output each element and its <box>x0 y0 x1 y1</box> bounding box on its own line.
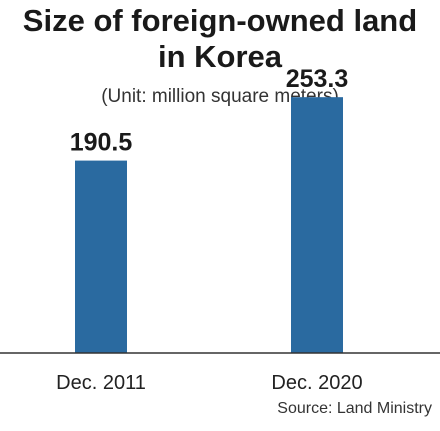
bars-group: 190.5 Dec. 2011 253.3 Dec. 2020 <box>56 65 362 394</box>
chart-subtitle: (Unit: million square meters) <box>101 86 339 107</box>
bar-value-label-0: 190.5 <box>70 129 133 157</box>
chart-title-line-1: Size of foreign-owned land <box>22 3 418 38</box>
bar-0 <box>75 160 127 353</box>
category-label-0: Dec. 2011 <box>56 372 146 394</box>
source-note: Source: Land Ministry <box>277 400 432 417</box>
category-label-1: Dec. 2020 <box>271 372 362 394</box>
bar-value-label-1: 253.3 <box>286 65 349 93</box>
bar-1 <box>291 97 343 354</box>
chart-title-line-2: in Korea <box>157 39 283 74</box>
